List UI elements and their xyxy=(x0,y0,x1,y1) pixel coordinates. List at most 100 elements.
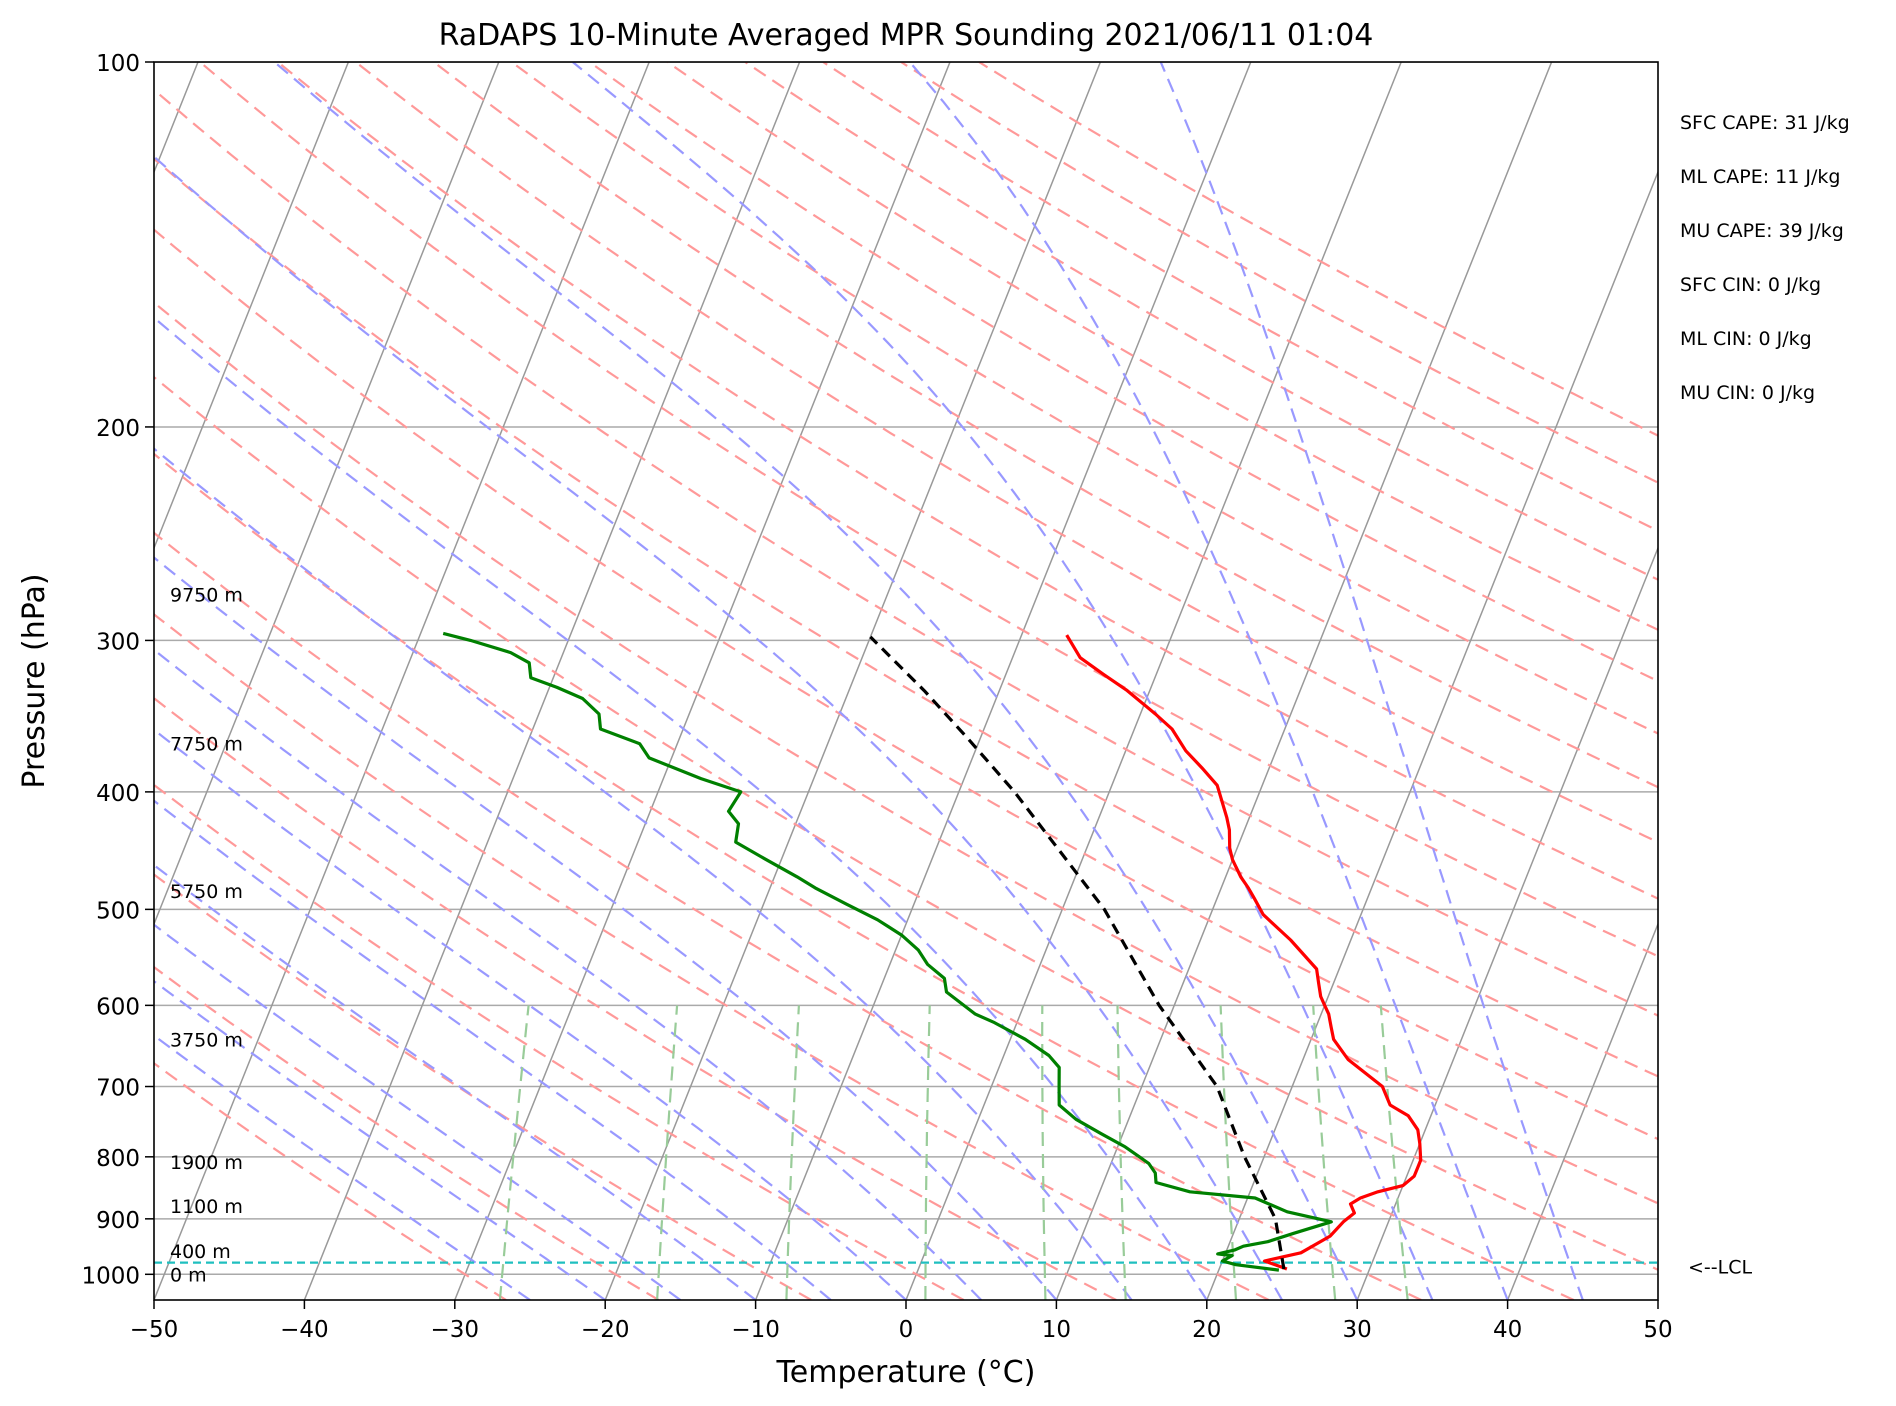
dry-adiabat-line xyxy=(588,62,1658,683)
x-tick-label: 10 xyxy=(1042,1317,1071,1343)
isotherm-line xyxy=(1055,62,1553,1300)
y-tick-label: 700 xyxy=(96,1076,140,1102)
y-tick-label: 1000 xyxy=(81,1263,140,1289)
moist-adiabat-line xyxy=(154,728,907,1300)
height-label: 3750 m xyxy=(170,1029,243,1051)
moist-adiabat-line xyxy=(1159,62,1584,1300)
dry-adiabat-line xyxy=(154,88,1658,1017)
y-tick-label: 600 xyxy=(96,994,140,1020)
y-tick-label: 200 xyxy=(96,416,140,442)
dewpoint-profile-line xyxy=(442,631,1333,1272)
stat-label: ML CIN: 0 J/kg xyxy=(1680,328,1812,350)
temperature-profile-line xyxy=(1065,634,1423,1271)
y-tick-label: 500 xyxy=(96,898,140,924)
height-label: 9750 m xyxy=(170,585,243,607)
moist-adiabat-line xyxy=(154,1034,531,1300)
moist-adiabat-line xyxy=(154,155,1283,1300)
isotherm-line xyxy=(1506,921,1658,1300)
moist-adiabat-line xyxy=(154,979,606,1300)
dry-adiabat-line xyxy=(900,62,1658,484)
height-label: 1100 m xyxy=(170,1196,243,1218)
moist-adiabat-line xyxy=(154,316,1208,1300)
x-tick-label: 0 xyxy=(899,1317,914,1343)
dry-adiabat-line xyxy=(154,696,1117,1300)
isotherm-line xyxy=(604,62,1102,1300)
chart-title: RaDAPS 10-Minute Averaged MPR Sounding 2… xyxy=(439,18,1374,53)
dry-adiabat-line xyxy=(154,1061,507,1300)
height-label: 1900 m xyxy=(170,1152,243,1174)
moist-adiabat-line xyxy=(154,863,757,1300)
dry-adiabat-line xyxy=(744,62,1658,581)
mixing-ratio-line xyxy=(785,1005,800,1300)
isotherm-line xyxy=(905,62,1402,1300)
y-tick-label: 900 xyxy=(96,1208,140,1234)
moist-adiabat-line xyxy=(908,62,1509,1300)
dry-adiabat-line xyxy=(432,62,1658,789)
dry-adiabat-line xyxy=(154,873,812,1300)
stat-label: MU CAPE: 39 J/kg xyxy=(1680,220,1844,242)
dry-adiabat-line xyxy=(154,783,965,1300)
dry-adiabat-line xyxy=(154,965,660,1300)
mixing-ratio-line xyxy=(1379,1005,1409,1300)
moist-adiabat-line xyxy=(572,62,1434,1300)
mixing-ratio-line xyxy=(498,1005,530,1300)
dry-adiabat-line xyxy=(154,531,1422,1300)
x-tick-label: 40 xyxy=(1493,1317,1522,1343)
dry-adiabat-line xyxy=(154,301,1658,1205)
x-tick-label: −20 xyxy=(581,1317,630,1343)
y-tick-label: 400 xyxy=(96,781,140,807)
isotherm-line xyxy=(754,62,1252,1300)
sounding-series xyxy=(154,631,1658,1272)
height-label: 0 m xyxy=(170,1264,207,1286)
moist-adiabat-line xyxy=(154,799,832,1300)
mixing-ratio-line xyxy=(1312,1005,1337,1300)
x-tick-label: −40 xyxy=(280,1317,329,1343)
y-axis-label: Pressure (hPa) xyxy=(17,573,52,788)
stat-label: SFC CAPE: 31 J/kg xyxy=(1680,112,1850,134)
axis-ticks: <--LCL −50 −40 −30 −20 −10 0 10 20 30 40 50 100 200 30… xyxy=(81,51,1752,1343)
y-tick-label: 300 xyxy=(96,629,140,655)
moist-adiabat-line xyxy=(154,648,982,1300)
x-tick-label: −10 xyxy=(731,1317,780,1343)
mixing-ratio-line xyxy=(924,1005,931,1300)
mixing-ratio-line xyxy=(656,1005,679,1300)
dry-adiabat-line xyxy=(822,62,1658,532)
height-label: 400 m xyxy=(170,1241,231,1263)
reference-lines xyxy=(154,62,1658,1300)
y-tick-label: 100 xyxy=(96,51,140,77)
lcl-label: <--LCL xyxy=(1688,1257,1752,1279)
x-tick-label: 30 xyxy=(1343,1317,1372,1343)
dry-adiabat-line xyxy=(277,62,1658,900)
moist-adiabat-line xyxy=(273,62,1359,1300)
dry-adiabat-line xyxy=(154,612,1270,1300)
x-axis-label: Temperature (°C) xyxy=(776,1355,1036,1390)
isotherm-line xyxy=(303,62,801,1300)
moist-adiabat-line xyxy=(154,556,1058,1300)
x-tick-label: −50 xyxy=(130,1317,179,1343)
background-grid xyxy=(154,62,1658,1300)
x-tick-label: 20 xyxy=(1192,1317,1221,1343)
moist-adiabat-line xyxy=(154,923,682,1300)
stability-indices: SFC CAPE: 31 J/kg ML CAPE: 11 J/kg MU CAPE… xyxy=(1680,112,1850,404)
plot-frame xyxy=(153,61,1659,1301)
mixing-ratio-line xyxy=(1041,1005,1047,1300)
height-label: 5750 m xyxy=(170,881,243,903)
dry-adiabat-line xyxy=(154,452,1575,1300)
mixing-ratio-line xyxy=(1116,1005,1127,1300)
stat-label: MU CIN: 0 J/kg xyxy=(1680,382,1815,404)
isotherm-line xyxy=(154,62,350,551)
stat-label: SFC CIN: 0 J/kg xyxy=(1680,274,1821,296)
dry-adiabat-line xyxy=(154,375,1658,1271)
isotherm-line xyxy=(1356,545,1658,1300)
isotherm-line xyxy=(454,62,951,1300)
y-tick-label: 800 xyxy=(96,1146,140,1172)
x-tick-label: 50 xyxy=(1643,1317,1672,1343)
isotherm-line xyxy=(154,62,500,927)
isotherm-line xyxy=(1657,1297,1658,1300)
dry-adiabat-line xyxy=(510,62,1658,735)
height-label: 7750 m xyxy=(170,734,243,756)
dry-adiabat-line xyxy=(154,157,1658,1078)
parcel-path-line xyxy=(869,635,1286,1270)
